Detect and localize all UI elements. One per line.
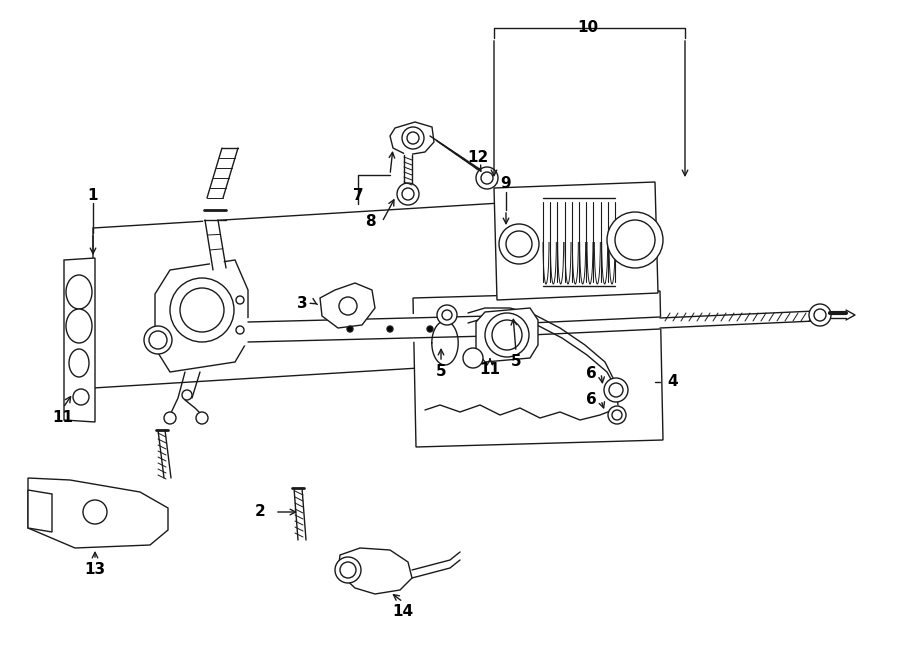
Circle shape	[83, 500, 107, 524]
Circle shape	[170, 278, 234, 342]
Text: 4: 4	[668, 375, 679, 389]
Polygon shape	[64, 258, 95, 422]
Ellipse shape	[69, 349, 89, 377]
Circle shape	[485, 313, 529, 357]
Polygon shape	[93, 198, 582, 388]
Circle shape	[463, 348, 483, 368]
Text: 6: 6	[586, 366, 597, 381]
Circle shape	[608, 406, 626, 424]
Text: 3: 3	[297, 295, 307, 311]
Circle shape	[387, 326, 393, 332]
Text: 8: 8	[364, 215, 375, 229]
Text: 11: 11	[480, 362, 500, 377]
Text: 5: 5	[510, 354, 521, 369]
Text: 1: 1	[88, 188, 98, 202]
Text: 12: 12	[467, 151, 489, 165]
Circle shape	[437, 305, 457, 325]
Text: 14: 14	[392, 605, 414, 619]
Text: 6: 6	[586, 393, 597, 407]
Circle shape	[402, 127, 424, 149]
Text: 9: 9	[500, 176, 511, 192]
Circle shape	[339, 297, 357, 315]
Circle shape	[607, 212, 663, 268]
Text: 7: 7	[353, 188, 364, 202]
Polygon shape	[413, 291, 663, 447]
Polygon shape	[494, 182, 658, 300]
Circle shape	[164, 412, 176, 424]
Polygon shape	[28, 490, 52, 532]
Circle shape	[604, 378, 628, 402]
Circle shape	[144, 326, 172, 354]
Circle shape	[182, 390, 192, 400]
Text: 13: 13	[85, 563, 105, 578]
Circle shape	[476, 167, 498, 189]
Polygon shape	[476, 308, 538, 362]
Text: 2: 2	[255, 504, 266, 520]
Circle shape	[809, 304, 831, 326]
Text: 5: 5	[436, 364, 446, 379]
Circle shape	[347, 326, 353, 332]
Polygon shape	[155, 260, 248, 372]
Circle shape	[397, 183, 419, 205]
Circle shape	[499, 224, 539, 264]
Polygon shape	[338, 548, 412, 594]
Ellipse shape	[66, 275, 92, 309]
Circle shape	[196, 412, 208, 424]
Text: 11: 11	[52, 410, 74, 426]
Polygon shape	[28, 478, 168, 548]
Circle shape	[335, 557, 361, 583]
Polygon shape	[390, 122, 434, 155]
Circle shape	[427, 326, 433, 332]
Ellipse shape	[66, 309, 92, 343]
Text: 10: 10	[578, 20, 599, 36]
Polygon shape	[320, 283, 375, 328]
